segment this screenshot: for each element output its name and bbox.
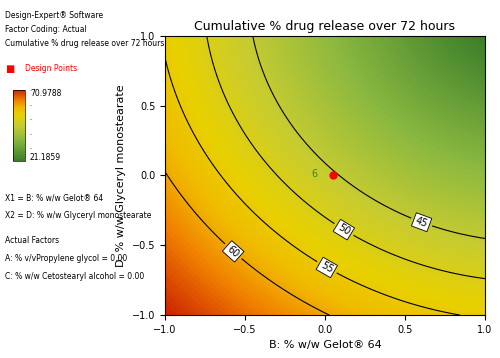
Text: C: % w/w Cetostearyl alcohol = 0.00: C: % w/w Cetostearyl alcohol = 0.00 — [5, 272, 144, 281]
Text: Factor Coding: Actual: Factor Coding: Actual — [5, 25, 87, 34]
Text: 6: 6 — [311, 169, 317, 179]
Text: 60: 60 — [226, 243, 241, 259]
Text: A: % v/vPropylene glycol = 0.00: A: % v/vPropylene glycol = 0.00 — [5, 254, 127, 263]
Text: Design-Expert® Software: Design-Expert® Software — [5, 11, 103, 20]
Text: X1 = B: % w/w Gelot® 64: X1 = B: % w/w Gelot® 64 — [5, 193, 103, 202]
Text: 50: 50 — [336, 222, 351, 237]
X-axis label: B: % w/w Gelot® 64: B: % w/w Gelot® 64 — [268, 340, 382, 350]
Text: Cumulative % drug release over 72 hours: Cumulative % drug release over 72 hours — [5, 39, 164, 48]
Text: 70.9788: 70.9788 — [30, 88, 62, 98]
Title: Cumulative % drug release over 72 hours: Cumulative % drug release over 72 hours — [194, 20, 456, 33]
Text: 45: 45 — [414, 216, 429, 229]
Text: Design Points: Design Points — [25, 64, 77, 73]
Text: ■: ■ — [5, 64, 14, 74]
Y-axis label: D: % w/w Glyceryl monostearate: D: % w/w Glyceryl monostearate — [116, 84, 126, 267]
Text: Actual Factors: Actual Factors — [5, 236, 59, 245]
Text: 55: 55 — [319, 260, 334, 275]
Text: 21.1859: 21.1859 — [30, 153, 61, 162]
Text: X2 = D: % w/w Glyceryl monostearate: X2 = D: % w/w Glyceryl monostearate — [5, 211, 152, 220]
